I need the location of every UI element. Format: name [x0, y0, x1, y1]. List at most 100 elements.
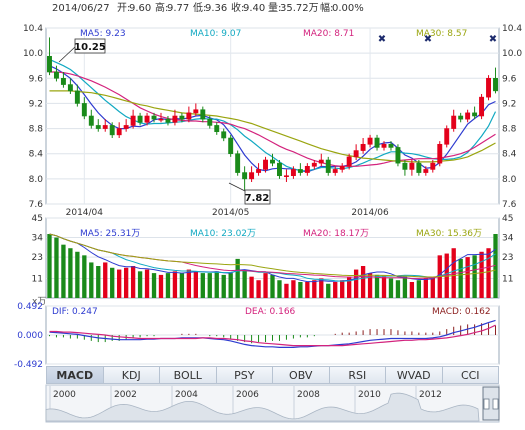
volume-ytick-right: 11	[502, 274, 513, 284]
volume-bar	[117, 269, 122, 298]
volume-bar	[458, 258, 463, 298]
price-xtick-label: 2014/06	[351, 208, 389, 218]
price-x-axis: 2014/04 2014/05 2014/06	[66, 208, 389, 218]
candle-body	[207, 118, 213, 126]
tab-boll[interactable]: BOLL	[160, 366, 217, 384]
price-ytick-right: 10.0	[502, 49, 522, 59]
volume-bar	[130, 266, 136, 298]
tab-cci[interactable]: CCI	[442, 366, 499, 384]
volume-bar	[207, 273, 212, 298]
candle-body	[458, 115, 464, 120]
candle-body	[158, 118, 164, 121]
volume-bar	[486, 248, 491, 298]
header-close-value: 9.40	[243, 3, 265, 14]
volume-bar	[256, 280, 261, 298]
price-ytick-left: 10.4	[23, 24, 43, 34]
candle-body	[214, 125, 220, 133]
candle-body	[465, 112, 471, 120]
volume-bar	[374, 274, 380, 298]
candle-body	[277, 162, 282, 177]
event-marker-icon[interactable]: ✖	[378, 34, 386, 45]
volume-ytick-left: 45	[32, 214, 43, 224]
candle-body	[360, 143, 366, 151]
volume-bar	[221, 274, 226, 298]
macd-value-label: MACD: 0.162	[432, 307, 491, 317]
volume-bar	[402, 276, 408, 298]
candle-body	[242, 172, 248, 180]
timeline-handle-left-grip[interactable]	[483, 398, 490, 410]
volume-ma10-label: MA10: 23.02万	[190, 229, 256, 239]
candle-body	[165, 118, 171, 123]
candle-body	[395, 147, 401, 164]
volume-bar	[123, 267, 129, 298]
tab-wvad[interactable]: WVAD	[386, 366, 443, 384]
candle-body	[67, 84, 73, 92]
event-markers: ✖ ✖ ✖	[378, 34, 497, 45]
volume-bar	[305, 282, 310, 298]
candle-body	[95, 125, 101, 129]
candle-body	[116, 128, 122, 136]
timeline-year-label: 2010	[358, 390, 381, 400]
volume-ma30-label: MA30: 15.36万	[416, 229, 482, 239]
candle-body	[486, 77, 492, 98]
candle-body	[144, 115, 150, 123]
price-ytick-right: 7.6	[502, 200, 517, 210]
candle-body	[318, 159, 324, 164]
macd-dea-label: DEA: 0.166	[245, 307, 296, 317]
timeline-navigator: 2000 2002 2004 2006 2008 2010 2012	[45, 386, 480, 422]
price-ytick-right: 8.0	[502, 175, 517, 185]
event-marker-icon[interactable]: ✖	[424, 34, 432, 45]
candle-body	[430, 162, 436, 170]
header-open-label: 开:	[117, 3, 130, 14]
tab-macd[interactable]: MACD	[46, 366, 104, 384]
volume-bar	[430, 276, 435, 298]
timeline-handle-box[interactable]	[482, 386, 500, 421]
volume-bar	[395, 280, 401, 298]
volume-bar	[388, 278, 394, 298]
volume-bar	[360, 266, 366, 298]
price-xtick-label: 2014/04	[66, 208, 104, 218]
timeline-handle-right-grip[interactable]	[492, 398, 499, 410]
volume-ma-lines	[49, 233, 496, 283]
high-callout: 10.25	[58, 38, 106, 63]
volume-ma30-line	[49, 233, 496, 278]
volume-bar	[326, 283, 331, 298]
timeline-year-label: 2008	[297, 390, 320, 400]
volume-bar	[298, 282, 303, 298]
candle-body	[290, 169, 296, 177]
tab-obv[interactable]: OBV	[273, 366, 330, 384]
price-ytick-left: 9.6	[29, 74, 44, 84]
macd-dif-line	[49, 319, 496, 348]
price-ytick-left: 9.2	[29, 99, 43, 109]
candle-body	[325, 159, 331, 173]
price-ytick-right: 9.2	[502, 99, 516, 109]
volume-bar	[270, 274, 275, 298]
volume-bar	[158, 274, 164, 298]
volume-bar	[68, 248, 73, 298]
candle-body	[409, 162, 415, 170]
tab-psy[interactable]: PSY	[216, 366, 273, 384]
volume-ma5-label: MA5: 25.31万	[80, 229, 140, 239]
volume-bar	[367, 273, 373, 298]
candle-body	[437, 143, 443, 164]
volume-bar	[409, 282, 415, 298]
volume-bar	[75, 251, 80, 298]
tab-kdj[interactable]: KDJ	[103, 366, 160, 384]
timeline-handle[interactable]	[482, 386, 500, 421]
macd-ytick-left: 0.000	[17, 331, 43, 341]
header-volume-label: 量:	[268, 2, 281, 14]
header-volume-value: 35.72万	[280, 3, 319, 14]
tab-rsi[interactable]: RSI	[329, 366, 386, 384]
candle-body	[81, 103, 87, 117]
candle-body	[283, 175, 289, 178]
candle-body	[193, 109, 199, 114]
volume-bar	[319, 278, 324, 298]
candle-body	[249, 172, 255, 180]
candle-body	[353, 150, 359, 158]
price-ytick-left: 10.0	[23, 49, 43, 59]
volume-bar	[103, 262, 108, 298]
event-marker-icon[interactable]: ✖	[489, 34, 497, 45]
candle-body	[263, 159, 268, 170]
volume-bar	[347, 276, 352, 298]
